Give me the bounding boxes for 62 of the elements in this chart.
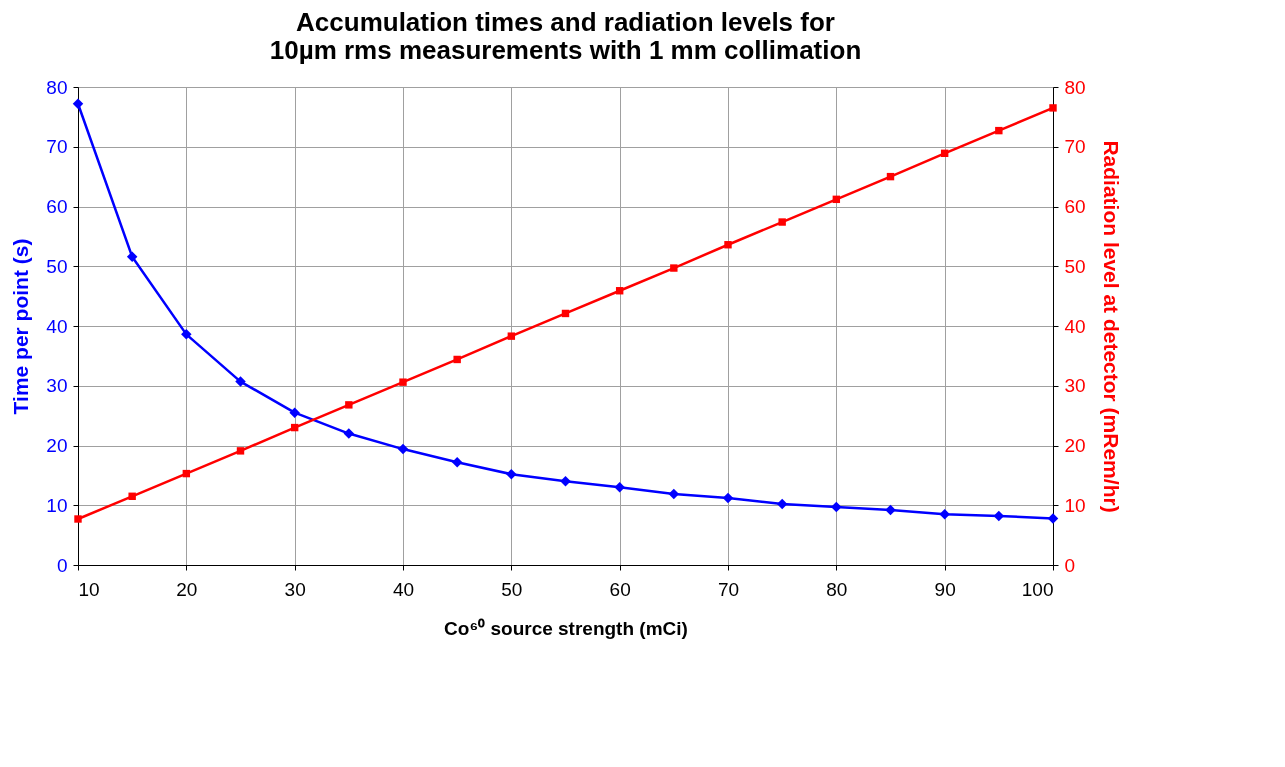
x-tick-label: 80	[826, 578, 848, 600]
point	[128, 492, 136, 500]
point	[885, 504, 896, 516]
x-tick-label: 60	[609, 578, 631, 600]
point	[236, 447, 245, 455]
point	[74, 515, 82, 523]
x-tick-label: 70	[717, 578, 740, 600]
y-tick-label: 80	[46, 76, 68, 98]
point	[668, 488, 680, 500]
point	[126, 251, 138, 262]
y-tick-label: 60	[46, 196, 68, 217]
chart-title: Accumulation times and radiation levels for 10µm rms measurements with 1 mm collimation	[269, 7, 862, 65]
point	[453, 355, 461, 364]
y-tick-label: 50	[46, 255, 68, 277]
y2-tick-label: 80	[1064, 76, 1086, 98]
y2-tick-label: 10	[1064, 494, 1086, 516]
point	[345, 401, 353, 409]
y-tick-label: 20	[46, 435, 68, 456]
x-tick-label: 50	[501, 578, 523, 600]
y2-axis-title: Radiation level at detector (mRem/hr)	[1099, 140, 1123, 513]
point	[397, 443, 409, 455]
x-axis-title: Co⁶⁰ source strength (mCi)	[444, 617, 688, 639]
point	[235, 376, 246, 387]
y2-tick-label: 70	[1064, 136, 1086, 158]
y2-tick-label: 0	[1064, 554, 1076, 576]
point	[343, 428, 355, 439]
point	[506, 468, 517, 480]
x-tick-label: 10	[78, 578, 100, 600]
point	[614, 482, 625, 493]
point	[939, 508, 950, 520]
point	[670, 264, 678, 272]
point	[181, 329, 192, 340]
point	[995, 126, 1003, 135]
x-tick-label: 40	[392, 578, 415, 600]
point	[72, 98, 84, 109]
y2-tick-label: 60	[1064, 196, 1086, 217]
point	[289, 407, 300, 418]
point	[507, 332, 516, 340]
x-tick-label: 90	[934, 578, 956, 600]
y2-tick-label: 30	[1064, 375, 1086, 397]
y-tick-label: 70	[46, 136, 68, 158]
y2-tick-label: 40	[1064, 315, 1086, 337]
y-tick-label: 0	[56, 554, 68, 576]
point	[722, 492, 734, 504]
point	[778, 218, 786, 226]
point	[451, 456, 463, 468]
x-tick-label: 20	[176, 578, 198, 600]
y-tick-label: 30	[46, 375, 68, 397]
x-tick-label: 100	[1021, 578, 1054, 600]
y-tick-label: 10	[46, 494, 68, 516]
point	[1049, 104, 1057, 112]
y2-tick-label: 50	[1064, 255, 1086, 277]
y-axis-title: Time per point (s)	[9, 238, 33, 415]
point	[560, 476, 571, 487]
point	[399, 378, 407, 386]
x-tick-label: 30	[284, 578, 306, 600]
point	[831, 501, 842, 513]
y2-tick-label: 20	[1064, 435, 1086, 456]
point	[724, 241, 732, 249]
y-tick-label: 40	[46, 315, 68, 337]
point	[1047, 513, 1059, 524]
point	[776, 498, 788, 510]
